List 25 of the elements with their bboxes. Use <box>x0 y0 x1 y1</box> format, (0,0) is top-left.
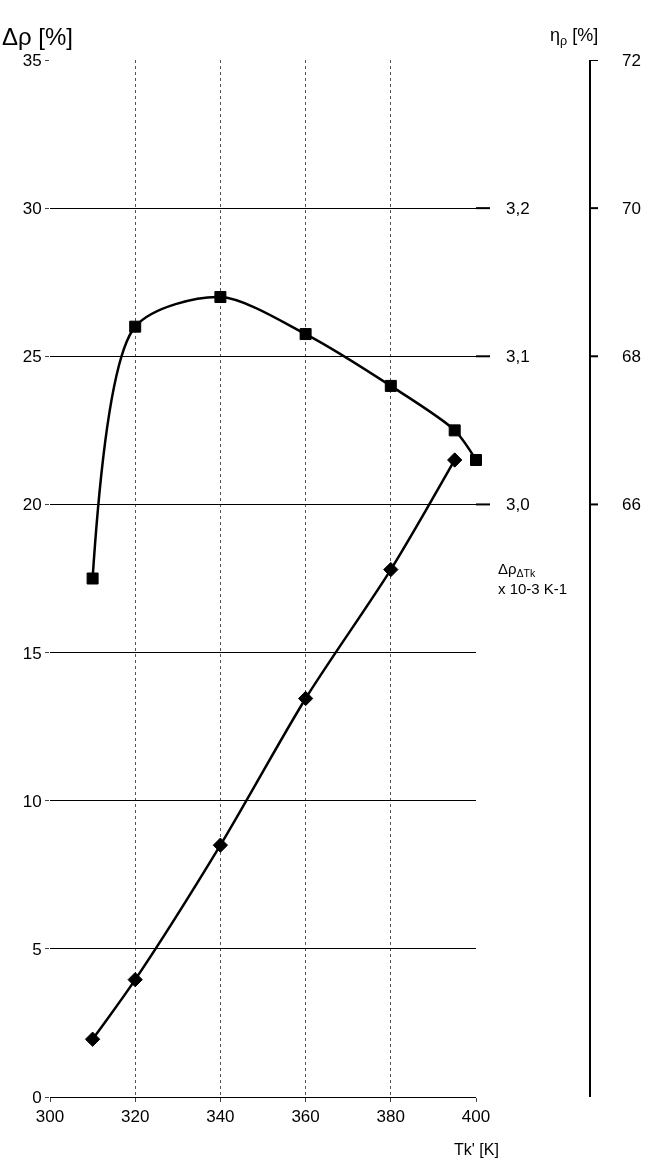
y3-tick-label: 66 <box>622 495 641 514</box>
y-tick-label: 10 <box>22 791 42 811</box>
x-tick-label: 360 <box>291 1107 320 1127</box>
y-tick-label: 0 <box>32 1087 42 1107</box>
y2-axis-title: Δρ$_{ΔTk}$ x 10-3 K-1 <box>498 560 568 597</box>
y-axis-title: Δρ [%] <box>2 23 74 50</box>
y2-tick-label: 3,0 <box>506 495 530 514</box>
y-tick-label: 25 <box>22 347 42 367</box>
y3-tick-label: 72 <box>622 51 641 70</box>
x-tick-label: 380 <box>376 1107 405 1127</box>
x-axis-title: Tk' [K] <box>454 1141 499 1158</box>
y-tick-label: 30 <box>22 199 42 219</box>
y3-tick-label: 70 <box>622 199 641 218</box>
y3-tick-label: 68 <box>622 347 641 366</box>
y2-tick-label: 3,1 <box>506 347 530 366</box>
x-tick-label: 340 <box>206 1107 235 1127</box>
y-tick-label: 35 <box>22 50 42 70</box>
x-tick-label: 320 <box>121 1107 150 1127</box>
x-tick-label: 300 <box>35 1107 65 1127</box>
y-tick-label: 15 <box>22 643 42 663</box>
x-tick-label: 400 <box>461 1107 491 1127</box>
y3-axis-title: η$_{ρ}$ [%] <box>550 25 599 48</box>
y-tick-label: 20 <box>22 495 42 515</box>
y2-tick-label: 3,2 <box>506 199 530 218</box>
y-tick-label: 5 <box>32 939 42 959</box>
